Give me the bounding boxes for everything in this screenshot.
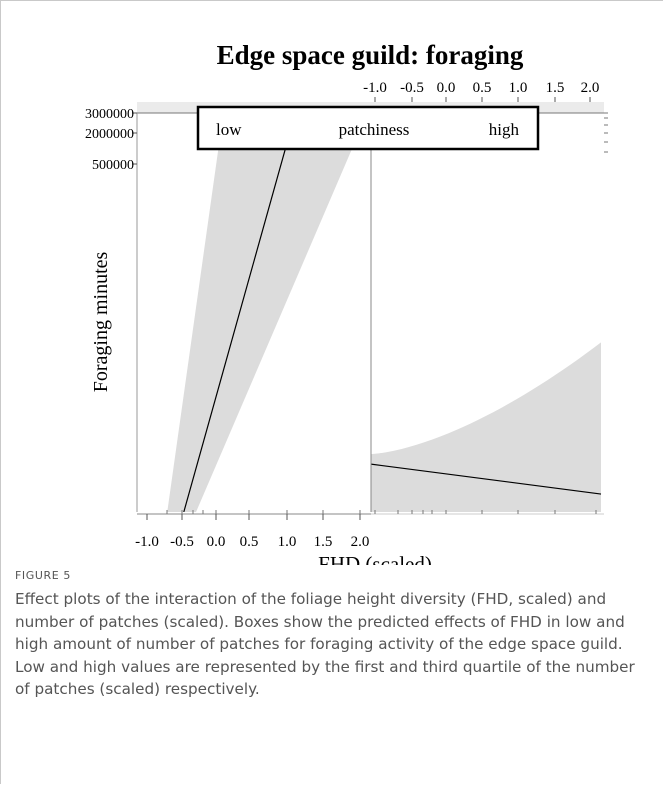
chart-title: Edge space guild: foraging [217, 40, 524, 70]
strip-center-label: patchiness [339, 120, 410, 139]
y-tick-label: 500000 [92, 158, 134, 173]
high-confidence-band [371, 342, 601, 512]
x-tick-label-top: -1.0 [363, 80, 387, 96]
x-tick-label-bottom: 2.0 [351, 534, 370, 550]
x-tick-label-bottom: 0.0 [207, 534, 226, 550]
x-tick-label-bottom: 0.5 [240, 534, 259, 550]
x-tick-label-top: -0.5 [400, 80, 424, 96]
figure-caption: FIGURE 5 Effect plots of the interaction… [15, 569, 645, 701]
x-tick-label-top: 2.0 [581, 80, 600, 96]
strip-low-label: low [216, 120, 242, 139]
y-axis-label: Foraging minutes [90, 252, 112, 393]
x-tick-label-bottom: -1.0 [135, 534, 159, 550]
patchiness-strip: low patchiness high [196, 105, 540, 151]
x-tick-label-top: 1.0 [509, 80, 528, 96]
x-tick-label-bottom: 1.0 [278, 534, 297, 550]
x-axis-label: FHD (scaled) [318, 552, 432, 565]
figure-caption-text: Effect plots of the interaction of the f… [15, 590, 635, 699]
high-fit-line [370, 463, 602, 495]
strip-box [196, 105, 540, 151]
low-panel [167, 113, 368, 512]
x-tick-label-bottom: -0.5 [170, 534, 194, 550]
strip-high-label: high [489, 120, 520, 139]
x-tick-label-top: 0.0 [437, 80, 456, 96]
low-fit-line [183, 113, 296, 512]
y-tick-label: 2000000 [85, 127, 134, 142]
y-tick-label: 3000000 [85, 107, 134, 122]
plot-panels: 3000000 2000000 500000 -1.0 -1.0 -0.5 -0.5 0.0 0… [85, 80, 608, 550]
figure-label: FIGURE 5 [15, 569, 72, 582]
low-confidence-band [167, 113, 368, 512]
x-tick-label-top: 0.5 [473, 80, 492, 96]
x-tick-label-top: 1.5 [546, 80, 565, 96]
effect-plot: 3000000 2000000 500000 -1.0 -1.0 -0.5 -0.5 0.0 0… [85, 40, 608, 565]
x-tick-label-bottom: 1.5 [314, 534, 333, 550]
